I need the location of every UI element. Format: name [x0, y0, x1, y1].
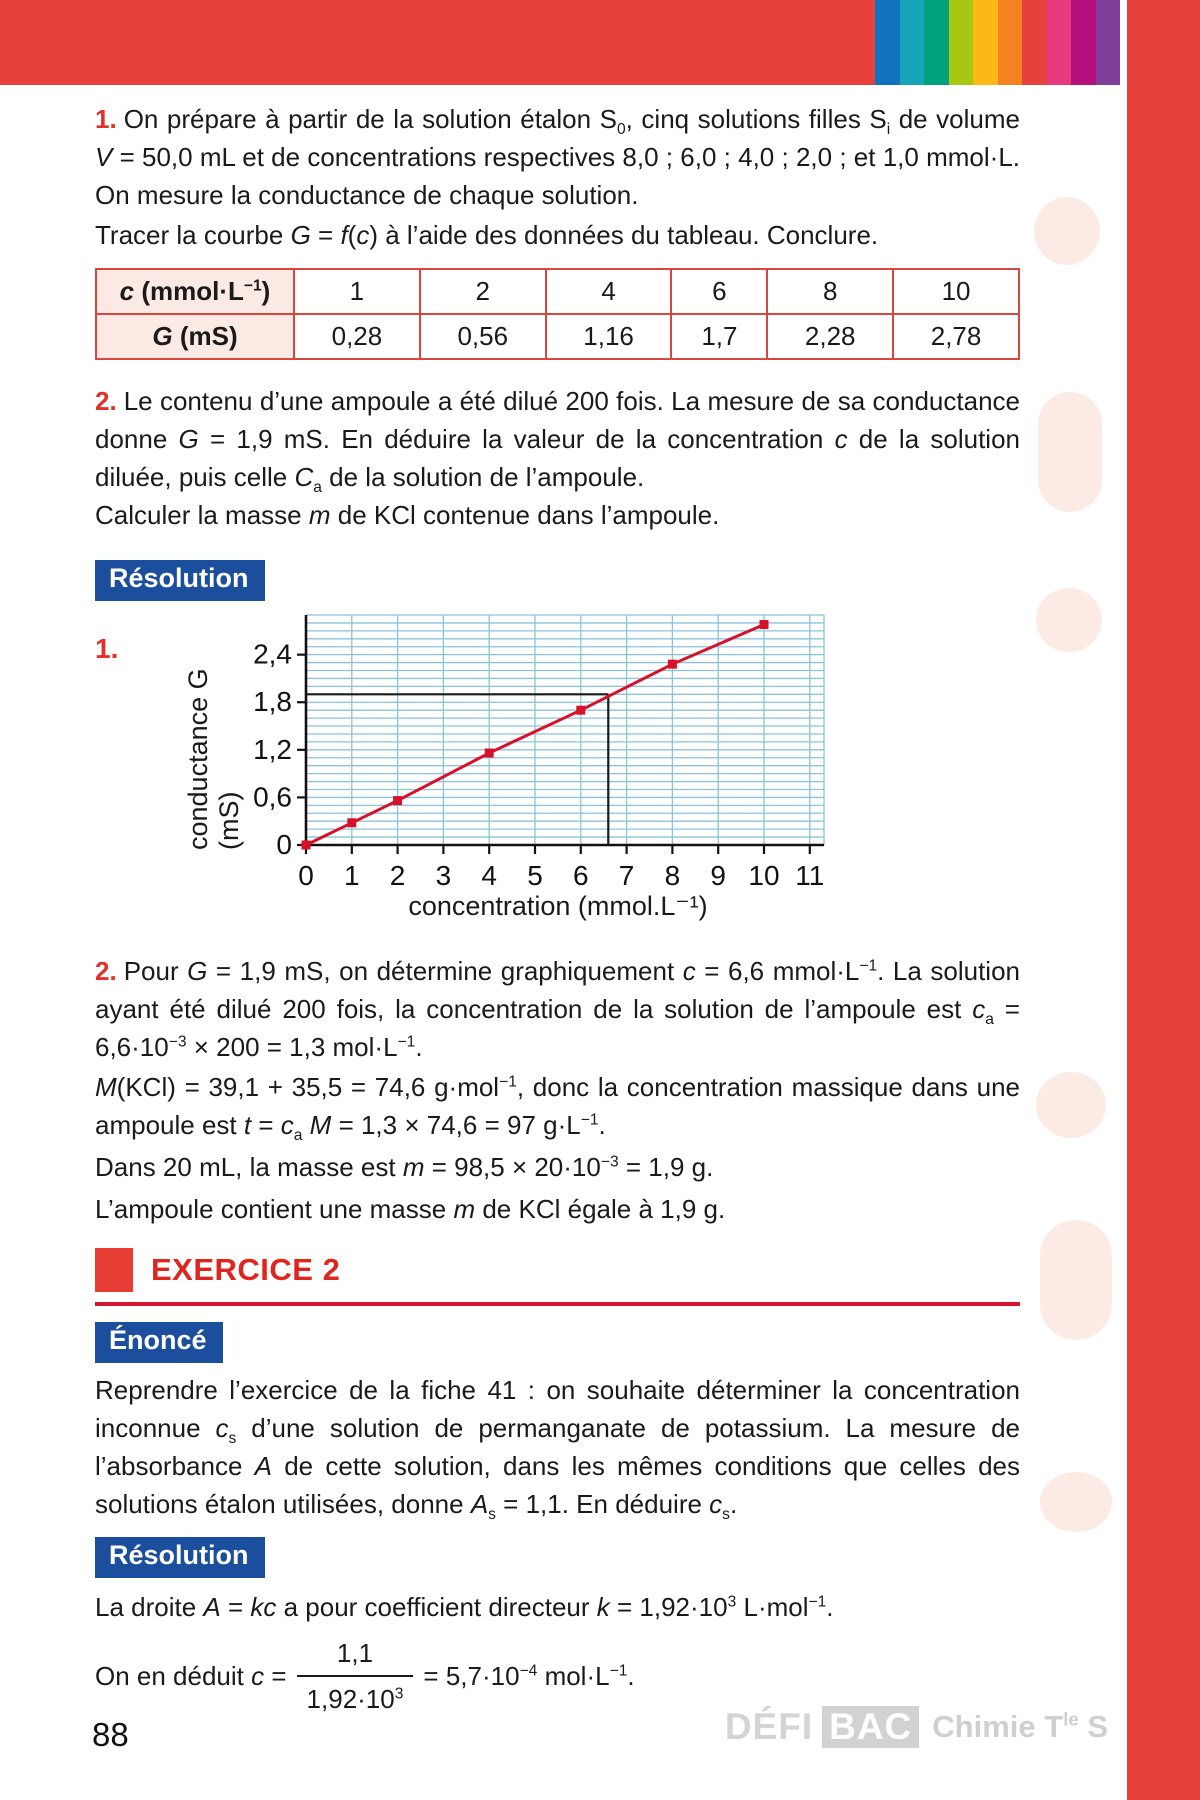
decorative-pill [1040, 1220, 1112, 1340]
banner-stripe [875, 0, 900, 85]
table-cell: 1 [293, 268, 421, 315]
solution-mass-line: Dans 20 mL, la masse est m = 98,5 × 20·1… [95, 1152, 714, 1182]
chart-x-axis-label: concentration (mmol.L⁻¹) [408, 891, 708, 921]
solution-step2: 2. Pour G = 1,9 mS, on détermine graphiqu… [95, 952, 1020, 1066]
table-cell: 2,28 [766, 313, 895, 360]
decorative-circle [1040, 1472, 1112, 1532]
svg-text:7: 7 [619, 860, 635, 891]
exercise1-question2: 2. Le contenu d’une ampoule a été dilué 2… [95, 382, 1020, 496]
resolution2-section: Résolution [95, 1537, 1020, 1578]
conductance-data-table: c (mmol·L−1) 1 2 4 6 8 10 G (mS) 0,28 0,… [95, 268, 1020, 360]
svg-text:0: 0 [276, 829, 292, 860]
table-cell: 6 [670, 268, 769, 315]
enonce-badge: Énoncé [95, 1322, 223, 1363]
decorative-circle [1036, 588, 1102, 652]
table-cell: 2,78 [892, 313, 1020, 360]
svg-text:1,8: 1,8 [253, 686, 292, 717]
svg-text:6: 6 [573, 860, 589, 891]
exercise2-heading: EXERCICE 2 [95, 1248, 1020, 1292]
red-divider-rule [95, 1302, 1020, 1306]
banner-stripe [1022, 0, 1047, 85]
decorative-pill [1038, 392, 1102, 512]
banner-stripe [1071, 0, 1096, 85]
question2-text: Le contenu d’une ampoule a été dilué 200… [95, 386, 1021, 497]
right-red-band [1127, 0, 1200, 1800]
table-cell: 0,28 [293, 313, 421, 360]
table-cell: 4 [544, 268, 673, 315]
banner-stripe [1095, 0, 1120, 85]
banner-color-stripes [875, 0, 1120, 85]
table-cell: 10 [892, 268, 1020, 315]
solution-conclusion: L’ampoule contient une masse m de KCl ég… [95, 1194, 726, 1224]
exercise1-question1-tracer: Tracer la courbe G = f(c) à l’aide des d… [95, 220, 879, 250]
row-header-conductance: G (mS) [95, 313, 295, 360]
fraction-denominator: 1,92·103 [296, 1675, 414, 1718]
logo-defi: DÉFI [724, 1706, 814, 1747]
exercise2-solution-line1: La droite A = kc a pour coefficient dire… [95, 1592, 834, 1622]
solution-step2-text: Pour G = 1,9 mS, on détermine graphiquem… [95, 956, 1020, 1062]
svg-text:4: 4 [481, 860, 497, 891]
svg-text:5: 5 [527, 860, 543, 891]
banner-stripe [948, 0, 973, 85]
row-header-concentration: c (mmol·L−1) [95, 268, 295, 315]
resolution-section: Résolution [95, 560, 1020, 601]
equation-suffix: = 5,7·10−4 mol·L−1. [423, 1661, 635, 1691]
page-number: 88 [92, 1716, 129, 1753]
logo-subject: Chimie Tle S [932, 1708, 1108, 1744]
svg-text:0,6: 0,6 [253, 781, 292, 812]
table-cell: 8 [766, 268, 895, 315]
conductance-chart: 00,61,21,82,40 1 2 3 4 5 6 7 8 9 10 11 [253, 614, 825, 891]
exercise2-statement: Reprendre l’exercice de la fiche 41 : on… [95, 1375, 1021, 1524]
equation-prefix: On en déduit c = [95, 1661, 287, 1691]
question2-number: 2. [95, 386, 117, 416]
table-row-concentration: c (mmol·L−1) 1 2 4 6 8 10 [95, 268, 1020, 315]
svg-text:9: 9 [710, 860, 726, 891]
page-content: 1. On prépare à partir de la solution éta… [95, 100, 1020, 1718]
question1-number: 1. [95, 104, 117, 134]
solution-step1-number: 1. [95, 633, 119, 664]
exercise1-question2-calc: Calculer la masse m de KCl contenue dans… [95, 500, 720, 530]
banner-stripe [899, 0, 924, 85]
exercise2-solution-equation: On en déduit c = 1,1 1,92·103 = 5,7·10−4… [95, 1634, 1020, 1718]
svg-text:3: 3 [436, 860, 452, 891]
fraction-numerator: 1,1 [336, 1638, 374, 1668]
decorative-circle [1036, 1072, 1106, 1138]
svg-text:2: 2 [390, 860, 406, 891]
solution-molar-mass: M(KCl) = 39,1 + 35,5 = 74,6 g·mol−1, don… [95, 1072, 1020, 1145]
table-cell: 0,56 [418, 313, 547, 360]
table-cell: 1,7 [670, 313, 769, 360]
question1-text: On prépare à partir de la solution étalo… [95, 104, 1021, 210]
svg-text:2,4: 2,4 [253, 639, 292, 670]
svg-text:11: 11 [795, 860, 824, 891]
svg-text:1: 1 [344, 860, 360, 891]
chart-region: 1. conductance G (mS) 0 0,6 1,2 1,8 2,4 0 1 2 3 4… [95, 605, 1020, 950]
banner-stripe [1046, 0, 1071, 85]
fraction: 1,1 1,92·103 [296, 1634, 414, 1718]
banner-stripe [997, 0, 1022, 85]
table-cell: 2 [418, 268, 547, 315]
solution-step2-number: 2. [95, 956, 117, 986]
svg-text:8: 8 [665, 860, 681, 891]
red-square-bullet [95, 1248, 133, 1292]
table-row-conductance: G (mS) 0,28 0,56 1,16 1,7 2,28 2,78 [95, 313, 1020, 360]
resolution2-badge: Résolution [95, 1537, 265, 1578]
exercise1-question1: 1. On prépare à partir de la solution éta… [95, 100, 1020, 214]
svg-text:0: 0 [298, 860, 314, 891]
svg-text:10: 10 [748, 860, 779, 891]
decorative-circle [1034, 197, 1100, 265]
banner-stripe [924, 0, 949, 85]
publisher-logo: DÉFI BAC Chimie Tle S [725, 1706, 1108, 1748]
banner-stripe [973, 0, 998, 85]
table-cell: 1,16 [544, 313, 673, 360]
resolution-badge: Résolution [95, 560, 265, 601]
exercise2-title: EXERCICE 2 [151, 1252, 341, 1287]
logo-bac: BAC [822, 1706, 920, 1748]
svg-text:1,2: 1,2 [253, 734, 292, 765]
enonce-section: Énoncé [95, 1322, 1020, 1363]
